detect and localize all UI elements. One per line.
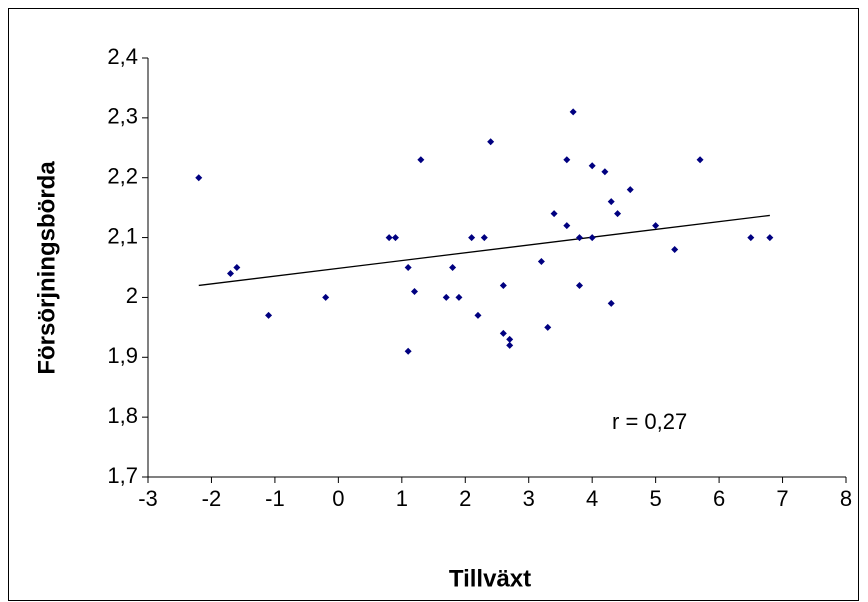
point	[607, 299, 615, 307]
point	[506, 341, 514, 349]
point	[588, 162, 596, 170]
x-tick-label: 7	[776, 486, 788, 511]
x-tick-label: -1	[265, 486, 285, 511]
point	[766, 234, 774, 242]
point	[480, 234, 488, 242]
point	[537, 258, 545, 266]
point	[411, 287, 419, 295]
annotation: r = 0,27	[612, 409, 687, 434]
trendline	[198, 214, 770, 287]
point	[652, 222, 660, 230]
x-tick-label: 2	[459, 486, 471, 511]
point	[563, 222, 571, 230]
y-axis-title: Försörjningsbörda	[33, 161, 60, 375]
point	[322, 293, 330, 301]
point	[195, 174, 203, 182]
x-tick-label: 0	[332, 486, 344, 511]
point	[671, 246, 679, 254]
point	[265, 311, 273, 319]
y-tick-label: 1,8	[107, 403, 138, 428]
y-tick-label: 2	[126, 283, 138, 308]
point	[601, 168, 609, 176]
chart-border	[8, 8, 859, 601]
y-tick-label: 2,1	[107, 223, 138, 248]
point	[499, 281, 507, 289]
point	[569, 108, 577, 116]
point	[588, 234, 596, 242]
point	[607, 198, 615, 206]
point	[455, 293, 463, 301]
x-tick-label: 8	[840, 486, 852, 511]
point	[506, 335, 514, 343]
point	[226, 269, 234, 277]
x-tick-label: 5	[650, 486, 662, 511]
point	[563, 156, 571, 164]
x-tick-label: -3	[138, 486, 158, 511]
point	[499, 329, 507, 337]
point	[626, 186, 634, 194]
x-tick-label: -2	[202, 486, 222, 511]
point	[233, 264, 241, 271]
point	[468, 234, 476, 242]
point	[442, 293, 450, 301]
point	[391, 234, 399, 242]
point	[747, 234, 755, 242]
x-axis-title: Tillväxt	[449, 565, 531, 592]
x-tick-label: 3	[523, 486, 535, 511]
y-tick-label: 1,9	[107, 343, 138, 368]
point	[550, 210, 558, 218]
point	[449, 264, 457, 271]
point	[474, 311, 482, 319]
point	[575, 281, 583, 289]
y-tick-label: 1,7	[107, 463, 138, 488]
point	[575, 234, 583, 242]
point	[404, 347, 412, 355]
point	[487, 138, 495, 146]
point	[696, 156, 704, 164]
x-tick-label: 4	[586, 486, 598, 511]
x-tick-label: 1	[396, 486, 408, 511]
point	[544, 323, 552, 331]
y-tick-label: 2,2	[107, 164, 138, 189]
point	[404, 264, 412, 271]
point	[614, 210, 622, 218]
y-tick-label: 2,3	[107, 104, 138, 129]
point	[417, 156, 425, 164]
x-tick-label: 6	[713, 486, 725, 511]
y-tick-label: 2,4	[107, 44, 138, 69]
point	[385, 234, 393, 242]
